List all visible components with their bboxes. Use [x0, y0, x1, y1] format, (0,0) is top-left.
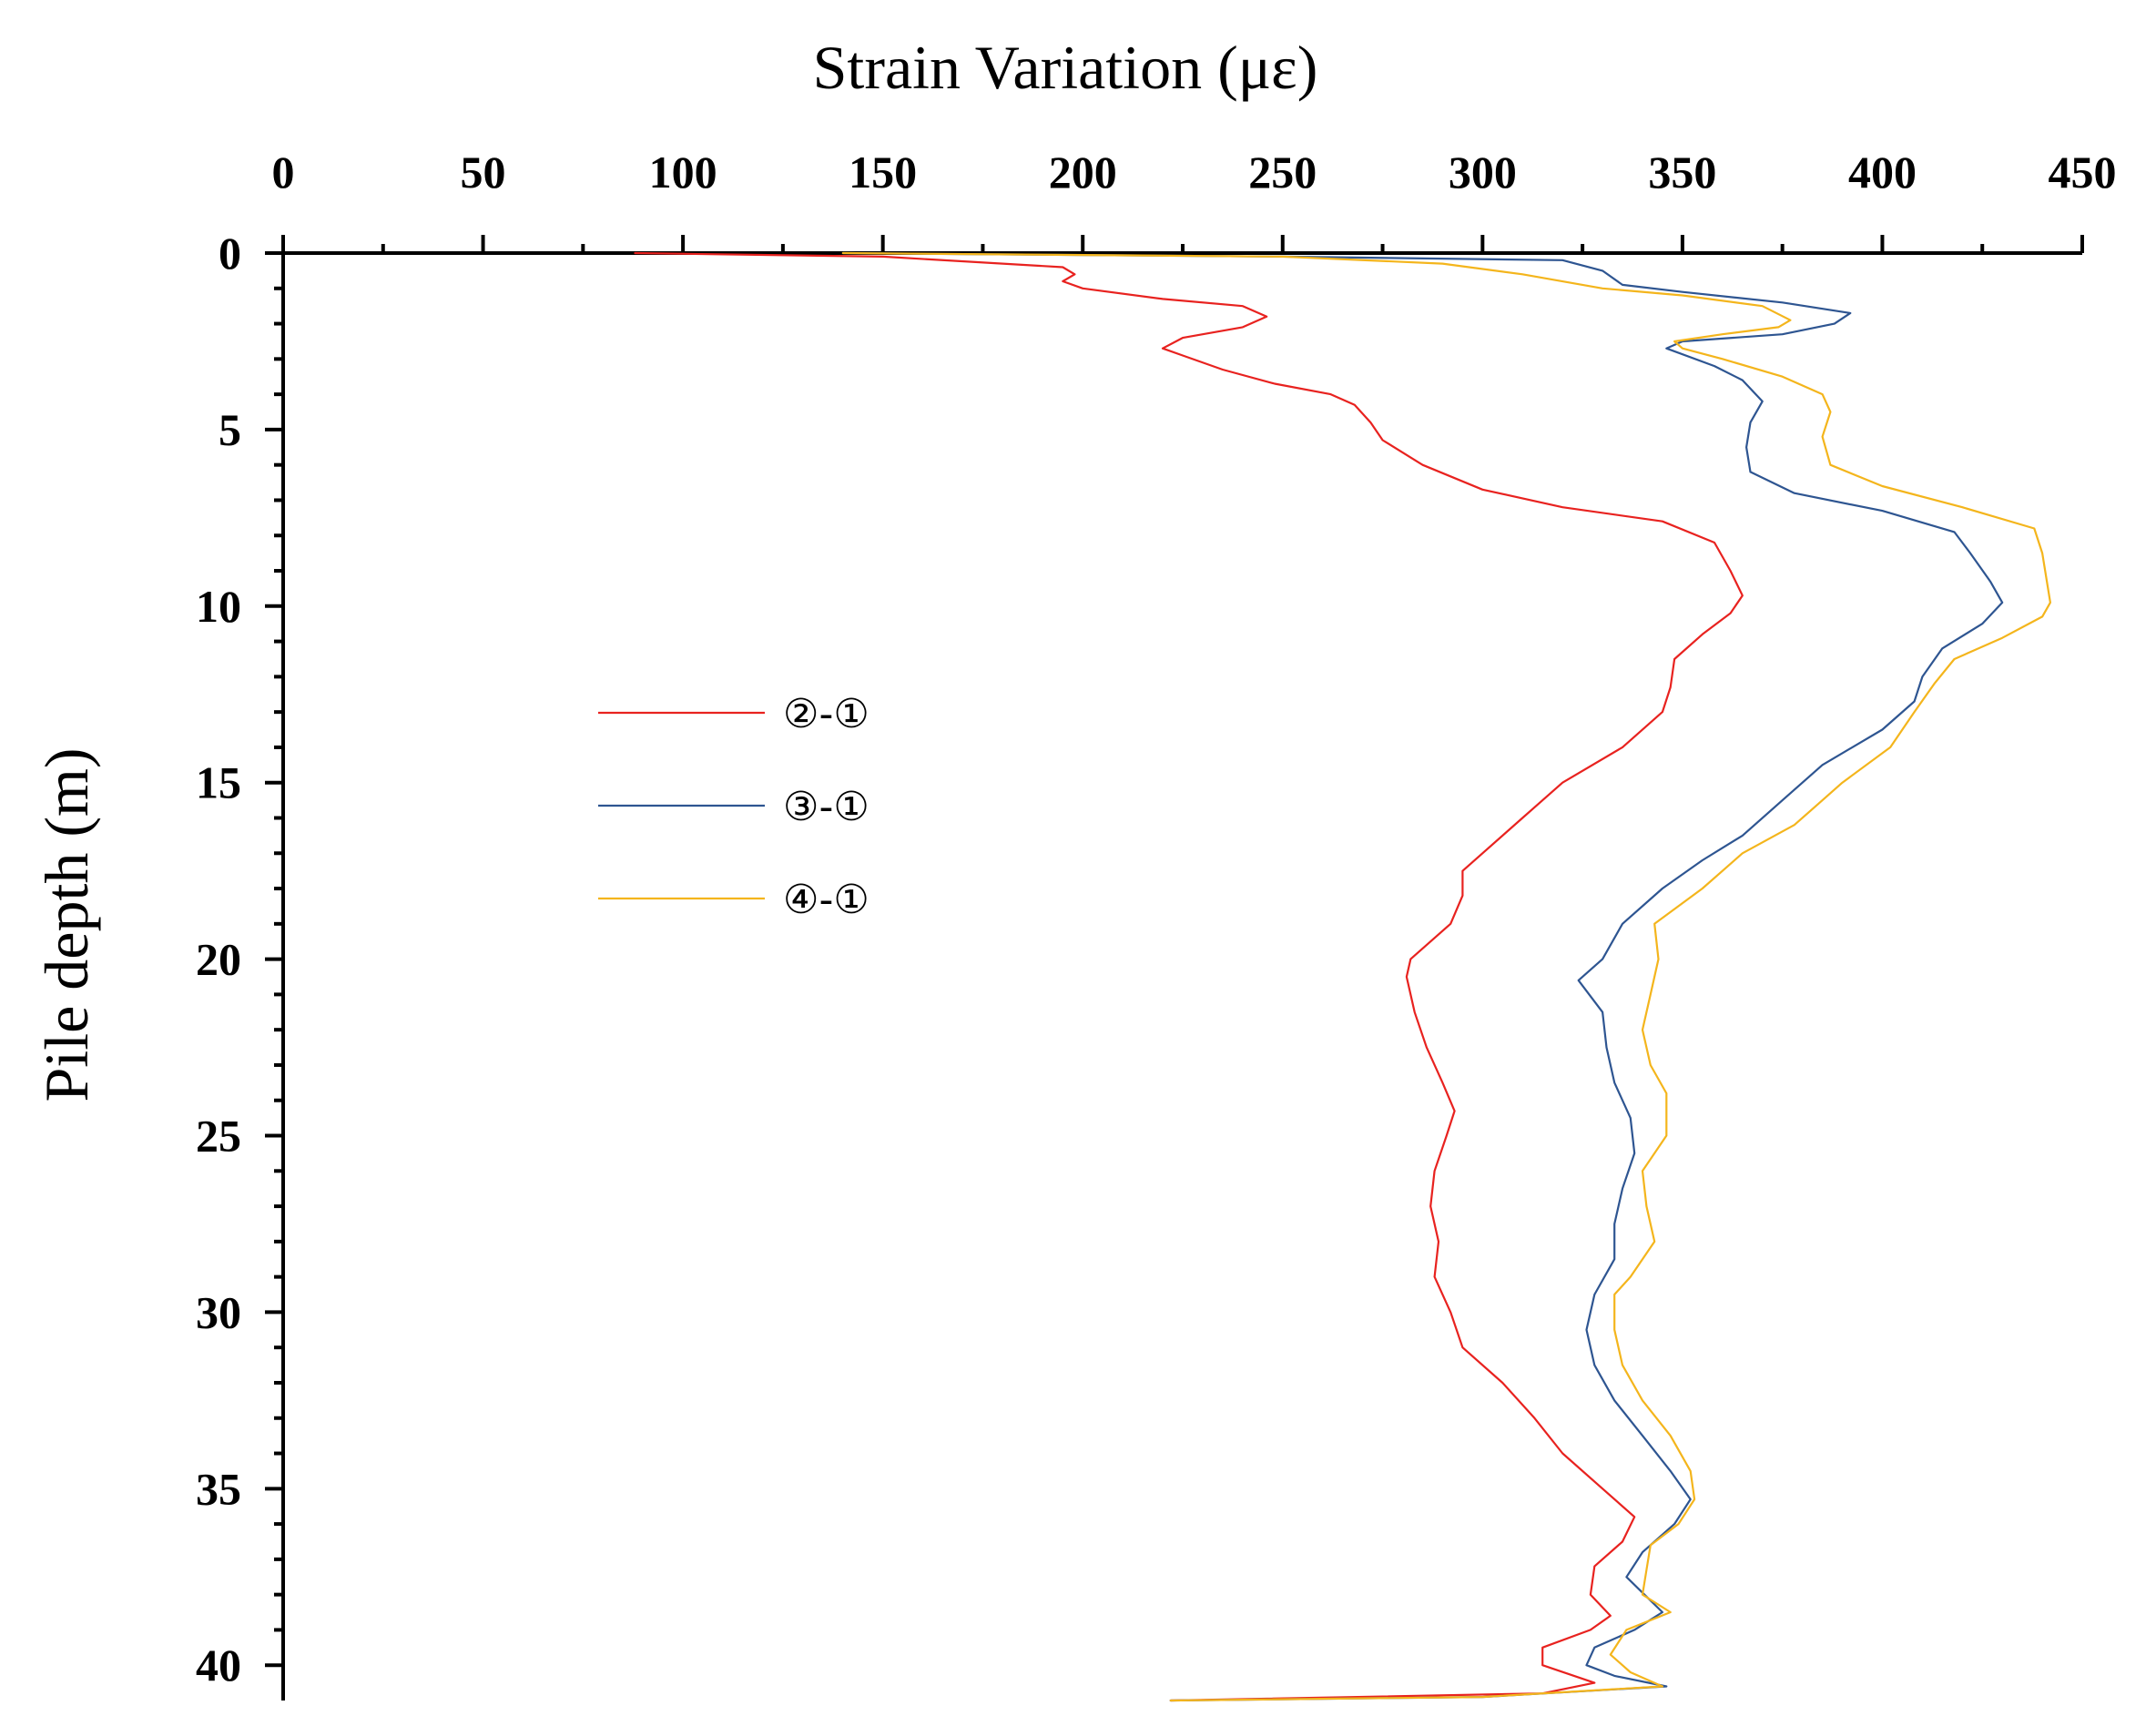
x-tick-label: 100	[649, 147, 717, 198]
x-axis-title: Strain Variation (με)	[813, 33, 1318, 102]
series-line-2	[841, 251, 2004, 1702]
y-tick-label: 5	[219, 404, 241, 455]
x-tick-label: 150	[849, 147, 917, 198]
series-line-1	[634, 251, 1744, 1702]
y-tick-label: 30	[196, 1286, 241, 1337]
legend-label-1: ②-①	[783, 691, 870, 737]
x-tick-label: 450	[2049, 147, 2117, 198]
x-axis: 0 50 100 150 200 250 300 350 400 450	[272, 147, 2117, 255]
y-tick-label: 15	[196, 757, 241, 808]
y-axis-title: Pile depth (m)	[32, 747, 101, 1102]
x-tick-label: 50	[461, 147, 506, 198]
legend: ②-① ③-① ④-①	[598, 691, 870, 923]
x-tick-label: 200	[1049, 147, 1117, 198]
x-tick-label: 250	[1248, 147, 1317, 198]
y-tick-label: 10	[196, 581, 241, 632]
legend-label-2: ③-①	[783, 784, 870, 830]
y-tick-label: 20	[196, 934, 241, 985]
y-tick-label: 40	[196, 1640, 241, 1690]
x-tick-label: 300	[1449, 147, 1517, 198]
series-layer	[634, 251, 2051, 1702]
x-tick-label: 350	[1648, 147, 1716, 198]
legend-label-3: ④-①	[783, 877, 870, 923]
y-tick-label: 25	[196, 1111, 241, 1162]
y-tick-label: 0	[219, 228, 241, 279]
y-axis: 0 5 10 15 20 25 30 35 40	[196, 228, 285, 1701]
x-tick-label: 0	[272, 147, 295, 198]
y-tick-label: 35	[196, 1463, 241, 1514]
series-line-3	[841, 251, 2051, 1702]
x-tick-label: 400	[1848, 147, 1917, 198]
